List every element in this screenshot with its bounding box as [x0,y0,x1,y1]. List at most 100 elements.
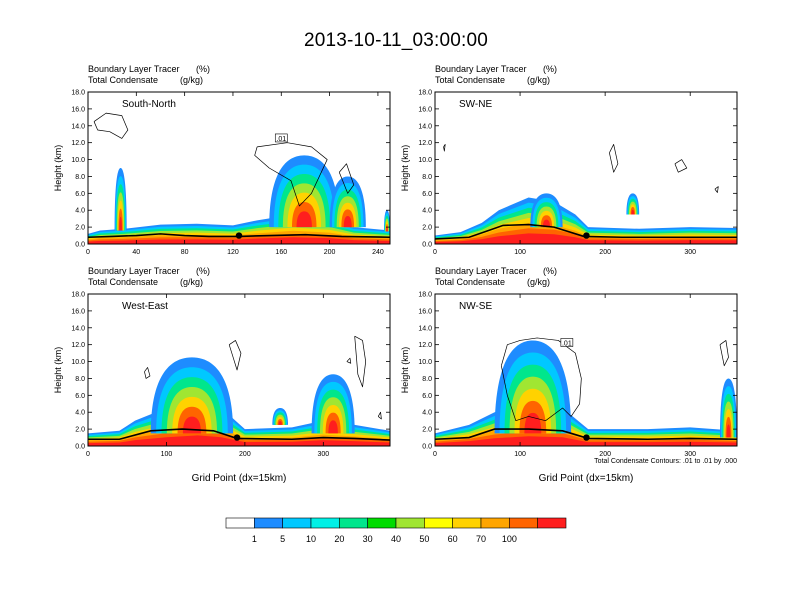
nw-se-ytick-label: 16.0 [418,308,432,315]
west-east-xtick-label: 300 [317,451,329,458]
west-east-right-title-2: (g/kg) [180,277,203,287]
sw-ne-panel: 0.0 2.0 4.0 6.0 8.0 10.0 12.0 14.0 16.0 18.0 0 100 2… [400,64,738,256]
sw-ne-plume-1-level-7 [542,219,550,228]
west-east-plot-area [88,335,390,446]
west-east-panel-label: West-East [122,301,168,312]
colorbar-swatch-12 [537,517,567,529]
nw-se-footnote: Total Condensate Contours: .01 to .01 by… [594,458,737,465]
south-north-ytick-label: 4.0 [75,208,85,215]
sw-ne-plot-bg [435,92,737,244]
sw-ne-xtick-label: 0 [433,249,437,256]
nw-se-ytick-label: 10.0 [418,359,432,366]
west-east-ytick-label: 6.0 [75,393,85,400]
sw-ne-frame [434,91,738,245]
south-north-left-title-1: Boundary Layer Tracer [88,64,180,74]
west-east-ytick-label: 4.0 [75,410,85,417]
nw-se-terrain-line [435,428,737,441]
south-north-ytick-label: 12.0 [71,140,85,147]
west-east-ylabel: Height (km) [53,347,63,394]
south-north-ytick-label: 2.0 [75,225,85,232]
colorbar-label: 40 [391,534,401,544]
south-north-contour-label: .01 [276,136,286,143]
sw-ne-ytick-label: 10.0 [418,157,432,164]
west-east-ytick-label: 2.0 [75,427,85,434]
south-north-contour-label-box [274,133,288,143]
south-north-xtick-label: 120 [227,249,239,256]
sw-ne-xtick-label: 300 [684,249,696,256]
sw-ne-panel-label: SW-NE [459,99,492,110]
west-east-site-marker [233,434,241,441]
south-north-plume-4-level-7 [386,226,388,232]
south-north-ylabel: Height (km) [53,145,63,192]
sw-ne-terrain-line [435,223,737,240]
nw-se-ytick-label: 12.0 [418,342,432,349]
south-north-plume-3-level-7 [343,215,352,228]
sw-ne-right-title-1: (%) [543,64,557,74]
colorbar-label: 20 [334,534,344,544]
west-east-condensate-contour-2 [144,367,151,379]
sw-ne-ytick-label: 18.0 [418,90,432,97]
west-east-frame [87,293,391,447]
sw-ne-ytick-label: 8.0 [422,174,432,181]
colorbar-label: 30 [363,534,373,544]
west-east-ytick-label: 12.0 [71,342,85,349]
nw-se-contour-label: .01 [562,340,572,347]
nw-se-ytick-label: 0.0 [422,444,432,451]
nw-se-plot-area: .01 [435,337,737,446]
sw-ne-right-title-2: (g/kg) [527,75,550,85]
south-north-ytick-label: 18.0 [71,90,85,97]
sw-ne-left-title-1: Boundary Layer Tracer [435,64,527,74]
sw-ne-left-title-2: Total Condensate [435,75,505,85]
nw-se-ylabel: Height (km) [400,347,410,394]
south-north-condensate-contour-1 [93,112,129,139]
nw-se-ytick-label: 8.0 [422,376,432,383]
west-east-xtick-label: 0 [86,451,90,458]
colorbar-swatch-3 [282,517,312,529]
south-north-plume-2-level-7 [296,211,312,228]
south-north-ytick-label: 8.0 [75,174,85,181]
south-north-xtick-label: 80 [181,249,189,256]
sw-ne-ytick-label: 14.0 [418,123,432,130]
sw-ne-xtick-label: 200 [599,249,611,256]
sw-ne-ytick-label: 12.0 [418,140,432,147]
south-north-ytick-label: 0.0 [75,242,85,249]
nw-se-frame [434,293,738,447]
west-east-plume-3-level-7 [278,421,282,425]
sw-ne-condensate-contour-4 [443,144,446,152]
south-north-xtick-label: 40 [132,249,140,256]
sw-ne-tracer-band-8 [435,233,737,244]
main-title: 2013-10-11_03:00:00 [303,30,489,51]
south-north-condensate-contour-3 [338,163,355,194]
south-north-frame [87,91,391,245]
south-north-ytick-label: 14.0 [71,123,85,130]
colorbar-label: 5 [280,534,285,544]
west-east-ytick-label: 16.0 [71,308,85,315]
west-east-panel: 0.0 2.0 4.0 6.0 8.0 10.0 12.0 14.0 16.0 18.0 0 100 2… [53,266,391,484]
west-east-condensate-contour-3 [354,335,367,388]
sw-ne-plot-area [435,144,737,244]
colorbar-label: 50 [419,534,429,544]
sw-ne-xtick-label: 100 [514,249,526,256]
colorbar-swatch-4 [310,517,340,529]
sw-ne-site-marker [583,232,590,239]
colorbar-swatch-10 [480,517,510,529]
south-north-terrain-line [88,233,390,239]
nw-se-ytick-label: 2.0 [422,427,432,434]
west-east-condensate-contour-5 [377,411,382,420]
west-east-terrain-line [88,428,390,441]
south-north-site-marker [235,232,243,239]
nw-se-left-title-2: Total Condensate [435,277,505,287]
west-east-ytick-label: 8.0 [75,376,85,383]
sw-ne-ytick-label: 4.0 [422,208,432,215]
nw-se-left-title-1: Boundary Layer Tracer [435,266,527,276]
nw-se-xtick-label: 100 [514,451,526,458]
south-north-xtick-label: 240 [372,249,384,256]
nw-se-panel-label: NW-SE [459,301,492,312]
south-north-condensate-contour-2 [254,142,328,207]
nw-se-condensate-contour-2 [719,340,729,367]
west-east-xtick-label: 200 [239,451,251,458]
south-north-panel: .01 0.0 2.0 4.0 6.0 8.0 10.0 12.0 14.0 16.0 18.0 0 4… [53,64,391,256]
south-north-xtick-label: 0 [86,249,90,256]
west-east-xlabel: Grid Point (dx=15km) [192,473,287,484]
